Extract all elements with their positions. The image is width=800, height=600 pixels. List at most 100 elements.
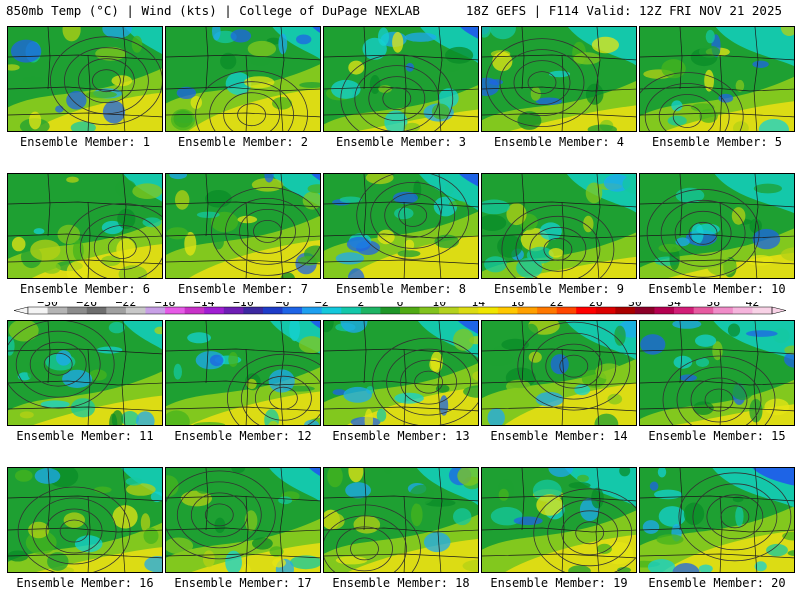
temperature-map [640, 174, 794, 278]
colorbar-swatch [145, 307, 166, 314]
colorbar-max-arrow [771, 306, 787, 315]
ensemble-map-panel [481, 173, 637, 279]
colorbar-swatch [204, 307, 225, 314]
temperature-map [324, 468, 478, 572]
colorbar-tick-label: 34 [667, 302, 681, 309]
temperature-map [8, 468, 162, 572]
colorbar-swatch [615, 307, 636, 314]
colorbar-swatch [165, 307, 185, 314]
colorbar-tick-label: −26 [76, 302, 97, 309]
temperature-map [324, 174, 478, 278]
ensemble-map-panel [323, 467, 479, 573]
colorbar-swatch [732, 307, 753, 314]
temperature-colorbar: −30 −26 −22 −18 −14 −10 −6 −2 2 6 10 14 18 22 26 30 34 38… [13, 302, 787, 315]
colorbar-tick-label: −6 [276, 302, 290, 309]
colorbar-tick-label: −14 [194, 302, 215, 309]
ensemble-member-label: Ensemble Member: 5 [651, 135, 783, 149]
colorbar-swatch [125, 307, 146, 314]
ensemble-map-panel [7, 173, 163, 279]
colorbar-swatch [106, 307, 127, 314]
temperature-map [640, 27, 794, 131]
colorbar-swatch [693, 307, 714, 314]
colorbar-swatch [302, 307, 322, 314]
temperature-map [640, 321, 794, 425]
ensemble-map-panel [639, 26, 795, 132]
ensemble-member-label: Ensemble Member: 12 [174, 429, 312, 443]
colorbar-tick-label: −22 [116, 302, 137, 309]
colorbar-swatch [713, 307, 734, 314]
colorbar-swatch [184, 307, 205, 314]
ensemble-map-panel [165, 320, 321, 426]
ensemble-map-panel [481, 467, 637, 573]
ensemble-map-panel [639, 173, 795, 279]
ensemble-map-panel [323, 320, 479, 426]
colorbar-swatch [223, 307, 244, 314]
ensemble-member-label: Ensemble Member: 18 [332, 576, 470, 590]
ensemble-map-panel [323, 26, 479, 132]
colorbar-swatch [243, 307, 264, 314]
ensemble-member-label: Ensemble Member: 20 [648, 576, 786, 590]
ensemble-member-label: Ensemble Member: 11 [16, 429, 154, 443]
colorbar-tick-label: 18 [511, 302, 525, 309]
colorbar-swatch [497, 307, 518, 314]
ensemble-map-panel [481, 320, 637, 426]
colorbar-swatch [674, 307, 694, 314]
colorbar-swatch [556, 307, 577, 314]
temperature-map [166, 468, 320, 572]
colorbar-tick-label: −10 [233, 302, 254, 309]
ensemble-member-label: Ensemble Member: 4 [493, 135, 625, 149]
colorbar-tick-label: 14 [471, 302, 485, 309]
colorbar-swatch [595, 307, 616, 314]
ensemble-map-panel [165, 173, 321, 279]
colorbar-tick-label: 42 [745, 302, 759, 309]
ensemble-member-label: Ensemble Member: 16 [16, 576, 154, 590]
colorbar-swatch [439, 307, 460, 314]
colorbar-tick-label: 26 [589, 302, 603, 309]
ensemble-map-panel [7, 320, 163, 426]
ensemble-map-panel [639, 467, 795, 573]
temperature-map [324, 27, 478, 131]
colorbar-swatch [380, 307, 401, 314]
colorbar-tick-label: −30 [37, 302, 58, 309]
temperature-map [324, 321, 478, 425]
ensemble-member-label: Ensemble Member: 15 [648, 429, 786, 443]
temperature-map [482, 174, 636, 278]
temperature-map [8, 27, 162, 131]
colorbar-swatch [458, 307, 479, 314]
ensemble-member-label: Ensemble Member: 13 [332, 429, 470, 443]
colorbar-swatch [752, 307, 773, 314]
colorbar-tick-label: −18 [155, 302, 176, 309]
colorbar-swatch [419, 307, 440, 314]
ensemble-member-label: Ensemble Member: 10 [648, 282, 786, 296]
ensemble-member-label: Ensemble Member: 3 [335, 135, 467, 149]
colorbar-swatch [262, 307, 283, 314]
ensemble-member-label: Ensemble Member: 14 [490, 429, 628, 443]
colorbar-swatch [654, 307, 675, 314]
temperature-map [482, 468, 636, 572]
ensemble-member-label: Ensemble Member: 7 [177, 282, 309, 296]
ensemble-map-panel [165, 467, 321, 573]
temperature-map [166, 321, 320, 425]
valid-time-label: 18Z GEFS | F114 Valid: 12Z FRI NOV 21 20… [465, 3, 782, 18]
temperature-map [640, 468, 794, 572]
colorbar-swatch [28, 307, 48, 314]
chart-title: 850mb Temp (°C) | Wind (kts) | College o… [6, 3, 420, 18]
ensemble-member-label: Ensemble Member: 17 [174, 576, 312, 590]
ensemble-member-label: Ensemble Member: 6 [19, 282, 151, 296]
colorbar-tick-label: 22 [550, 302, 564, 309]
ensemble-map-panel [323, 173, 479, 279]
colorbar-tick-label: −2 [315, 302, 329, 309]
colorbar-tick-label: 6 [397, 302, 404, 309]
colorbar-min-arrow [13, 306, 29, 315]
temperature-map [8, 174, 162, 278]
colorbar-swatch [537, 307, 557, 314]
temperature-map [166, 174, 320, 278]
colorbar-tick-label: 30 [628, 302, 642, 309]
ensemble-map-panel [7, 26, 163, 132]
ensemble-map-panel [481, 26, 637, 132]
colorbar-swatch [47, 307, 68, 314]
ensemble-member-label: Ensemble Member: 19 [490, 576, 628, 590]
ensemble-map-panel [7, 467, 163, 573]
colorbar-tick-label: 2 [357, 302, 364, 309]
colorbar-swatch [321, 307, 342, 314]
